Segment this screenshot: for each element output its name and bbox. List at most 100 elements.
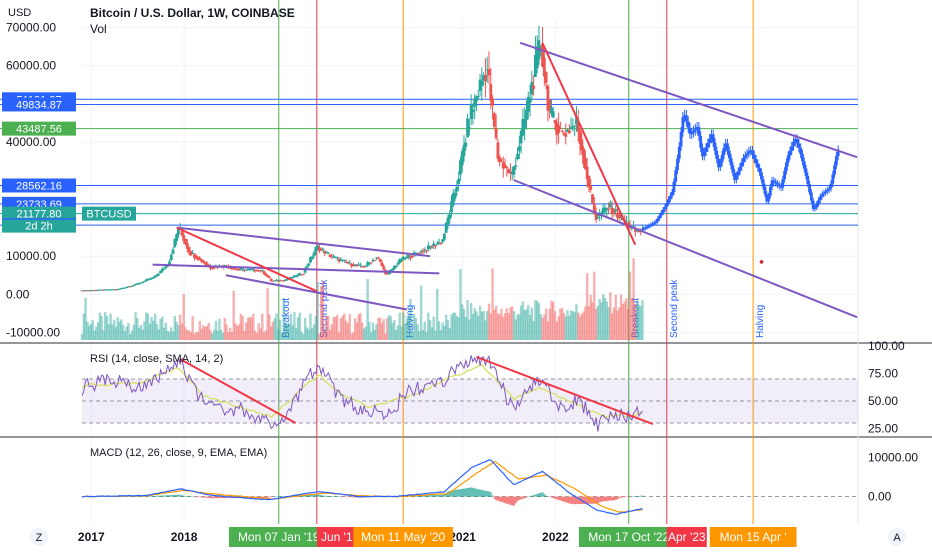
volume-bar [148, 323, 152, 340]
candle-body [100, 289, 104, 291]
candle-body [316, 245, 320, 249]
volume-bar [539, 314, 542, 340]
macd-histogram-bar [334, 496, 337, 497]
candle-body [246, 269, 250, 271]
volume-bar [398, 312, 401, 340]
volume-bar [109, 313, 112, 340]
candle-body [98, 289, 102, 291]
volume-bar [362, 328, 366, 340]
volume-bar [316, 281, 319, 340]
macd-histogram-bar [348, 496, 351, 498]
volume-bar [468, 319, 471, 340]
macd-histogram-bar [473, 488, 476, 497]
macd-histogram-bar [284, 496, 287, 497]
candle-body [455, 186, 459, 192]
volume-bar [312, 324, 316, 340]
volume-bar [557, 316, 560, 340]
candle-body [196, 256, 200, 260]
volume-bar [223, 317, 227, 340]
macd-histogram-bar [559, 496, 562, 501]
candle-body [535, 46, 539, 69]
macd-histogram-bar [573, 496, 576, 505]
trend-line [519, 41, 858, 159]
candle-body [335, 257, 339, 259]
candle-body [369, 262, 373, 264]
candle-body [510, 171, 514, 175]
macd-histogram-bar [343, 496, 346, 498]
macd-histogram-bar [152, 495, 155, 497]
projection-candle [749, 150, 753, 152]
time-tick-label: 2021 [449, 530, 476, 544]
candle-body [162, 268, 166, 270]
candle-body [269, 278, 273, 281]
macd-histogram-bar [500, 496, 503, 502]
candle-body [459, 160, 462, 175]
auto-scale-button[interactable] [888, 528, 906, 546]
candle-body [341, 259, 345, 261]
volume-bar [453, 312, 457, 340]
macd-histogram-bar [523, 496, 526, 499]
volume-bar [150, 317, 153, 340]
volume-bar [157, 329, 160, 340]
macd-histogram-bar [259, 496, 262, 498]
level-price-tag [2, 97, 76, 112]
candle-body [380, 262, 384, 267]
candle-body [487, 69, 491, 76]
macd-histogram-bar [639, 495, 642, 497]
candle-body [289, 276, 293, 279]
candle-body [484, 75, 487, 82]
candle-body [152, 277, 155, 279]
zoom-left-button[interactable] [30, 528, 48, 546]
volume-bar [200, 328, 203, 340]
candle-body [176, 229, 180, 235]
projection-candle [815, 203, 819, 208]
volume-bar [548, 308, 551, 340]
candle-body [243, 269, 246, 271]
volume-bar [89, 324, 93, 340]
macd-histogram-bar [529, 496, 532, 497]
candle-body [450, 201, 453, 213]
candle-body [578, 130, 582, 144]
macd-histogram-bar [454, 489, 457, 497]
candle-body [414, 252, 418, 255]
candle-body [392, 266, 396, 269]
candle-body [482, 75, 486, 81]
projection-candle [717, 159, 720, 168]
macd-histogram-bar [445, 492, 448, 497]
projection-candle [665, 203, 669, 207]
candle-body [119, 288, 123, 290]
candle-body [239, 268, 243, 270]
candle-body [617, 214, 621, 219]
volume-bar [153, 313, 157, 340]
macd-histogram-bar [512, 496, 515, 506]
macd-histogram-bar [612, 496, 615, 501]
macd-histogram-bar [127, 496, 130, 497]
projection-candle [817, 200, 820, 204]
volume-bar [427, 312, 430, 340]
macd-histogram-bar [605, 496, 608, 501]
volume-bar [287, 323, 291, 340]
projection-candle [681, 117, 685, 132]
volume-bar [491, 268, 494, 340]
macd-histogram-bar [498, 496, 501, 502]
projection-candle [711, 134, 715, 143]
macd-histogram-bar [163, 495, 166, 497]
candle-body [471, 109, 475, 113]
volume-bar [396, 325, 400, 340]
axes-layer: 70000.00 60000.00 40000.00 10000.00 0.00 -100… [6, 21, 918, 544]
candle-body [103, 289, 107, 291]
macd-histogram-bar [536, 493, 539, 497]
volume-bar [262, 332, 266, 340]
macd-histogram-bar [275, 496, 278, 497]
candle-body [421, 251, 425, 253]
macd-histogram-bar [172, 494, 175, 497]
volume-bar [560, 308, 564, 340]
volume-bar [211, 333, 214, 340]
candle-body [107, 289, 111, 291]
macd-histogram-bar [263, 496, 266, 498]
projection-candle [645, 226, 649, 229]
projection-candle [786, 155, 790, 163]
macd-histogram-bar [193, 496, 196, 498]
date-marker-text: Jun '1 [321, 530, 353, 544]
